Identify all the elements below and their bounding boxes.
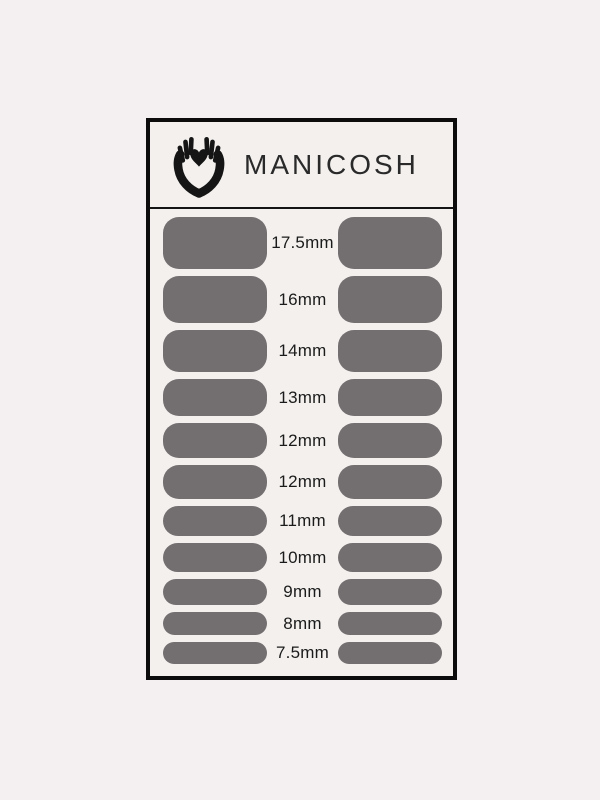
size-row: 14mm bbox=[163, 330, 442, 372]
nail-strip-right bbox=[338, 330, 442, 372]
size-label: 12mm bbox=[278, 472, 327, 491]
nail-strip-left bbox=[163, 579, 267, 605]
size-label: 17.5mm bbox=[271, 233, 334, 252]
size-label: 8mm bbox=[283, 613, 322, 633]
size-label: 7.5mm bbox=[276, 643, 329, 662]
size-row: 16mm bbox=[163, 276, 442, 323]
size-label: 9mm bbox=[283, 582, 322, 601]
size-label: 12mm bbox=[278, 430, 327, 450]
nail-strip-left bbox=[163, 543, 267, 572]
size-label: 14mm bbox=[278, 341, 327, 360]
nail-strip-right bbox=[338, 423, 442, 458]
nail-strip-left bbox=[163, 612, 267, 635]
size-label: 11mm bbox=[279, 511, 326, 530]
size-row: 13mm bbox=[163, 379, 442, 416]
nail-strip-right bbox=[338, 579, 442, 605]
nail-strip-left bbox=[163, 423, 267, 458]
nail-strip-right bbox=[338, 642, 442, 664]
size-chart-card: MANICOSH 17.5mm 16mm 14mm 13mm bbox=[146, 118, 457, 680]
nail-strip-right bbox=[338, 276, 442, 323]
size-label: 13mm bbox=[278, 387, 327, 407]
nail-strip-left bbox=[163, 217, 267, 269]
nail-strip-left bbox=[163, 642, 267, 664]
nail-strip-left bbox=[163, 506, 267, 536]
size-row: 8mm bbox=[163, 612, 442, 635]
nail-strip-right bbox=[338, 379, 442, 416]
nail-strip-right bbox=[338, 465, 442, 499]
size-row: 10mm bbox=[163, 543, 442, 572]
size-label: 10mm bbox=[278, 547, 327, 567]
nail-strip-left bbox=[163, 465, 267, 499]
nail-strip-left bbox=[163, 379, 267, 416]
nail-strip-right bbox=[338, 543, 442, 572]
nail-strip-right bbox=[338, 217, 442, 269]
nail-strip-right bbox=[338, 612, 442, 635]
nail-strip-left bbox=[163, 276, 267, 323]
size-row: 9mm bbox=[163, 579, 442, 605]
hands-cradling-heart-icon bbox=[173, 136, 225, 198]
brand-name: MANICOSH bbox=[244, 148, 419, 180]
size-chart-rows: 17.5mm 16mm 14mm 13mm 12mm bbox=[150, 209, 453, 664]
size-row: 12mm bbox=[163, 465, 442, 499]
nail-strip-left bbox=[163, 330, 267, 372]
size-row: 11mm bbox=[163, 506, 442, 536]
size-row: 12mm bbox=[163, 423, 442, 458]
size-row: 7.5mm bbox=[163, 642, 442, 664]
size-label: 16mm bbox=[278, 289, 327, 309]
nail-strip-right bbox=[338, 506, 442, 536]
brand-header: MANICOSH bbox=[150, 122, 453, 209]
size-row: 17.5mm bbox=[163, 217, 442, 269]
